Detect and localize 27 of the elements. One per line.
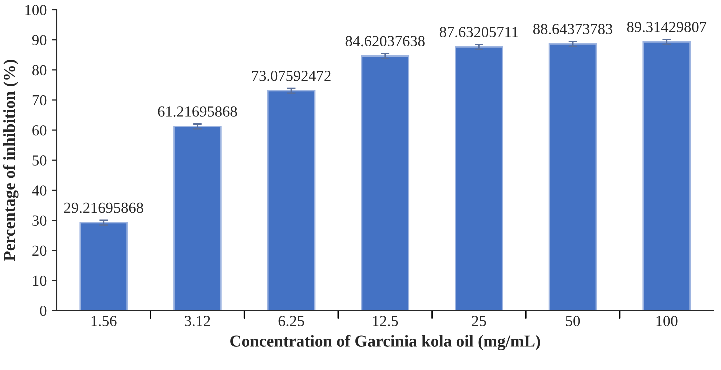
data-label: 84.62037638 xyxy=(346,36,425,47)
y-tick-label: 90 xyxy=(32,35,47,46)
x-tick-label: 50 xyxy=(566,316,580,326)
y-tick-label: 20 xyxy=(32,246,47,256)
x-tick-label: 6.25 xyxy=(278,316,304,326)
data-label: 87.63205711 xyxy=(440,27,518,38)
data-label: 73.07592472 xyxy=(252,70,331,82)
y-axis-title: Percentage of inhibition (%) xyxy=(3,60,19,262)
x-tick-label: 1.56 xyxy=(92,316,117,326)
data-label: 88.64373783 xyxy=(534,24,613,34)
x-tick-label: 12.5 xyxy=(373,316,398,326)
x-tick-label: 100 xyxy=(656,316,678,326)
y-tick-label: 80 xyxy=(32,65,47,76)
y-tick-label: 30 xyxy=(32,216,47,226)
data-label: 29.21695868 xyxy=(64,202,144,214)
y-tick-label: 40 xyxy=(32,186,47,196)
x-tick-label: 25 xyxy=(472,316,486,326)
data-label: 61.21695868 xyxy=(158,106,238,117)
y-tick-label: 10 xyxy=(33,276,47,286)
y-tick-label: 50 xyxy=(32,156,47,166)
x-axis-title: Concentration of Garcinia kola oil (mg/mL) xyxy=(230,335,540,350)
y-tick-label: 60 xyxy=(32,125,47,136)
y-tick-label: 100 xyxy=(26,5,47,16)
y-tick-label: 0 xyxy=(40,306,47,316)
data-label: 89.31429807 xyxy=(627,22,707,32)
y-tick-label: 70 xyxy=(32,95,47,106)
x-tick-label: 3.12 xyxy=(185,316,210,326)
